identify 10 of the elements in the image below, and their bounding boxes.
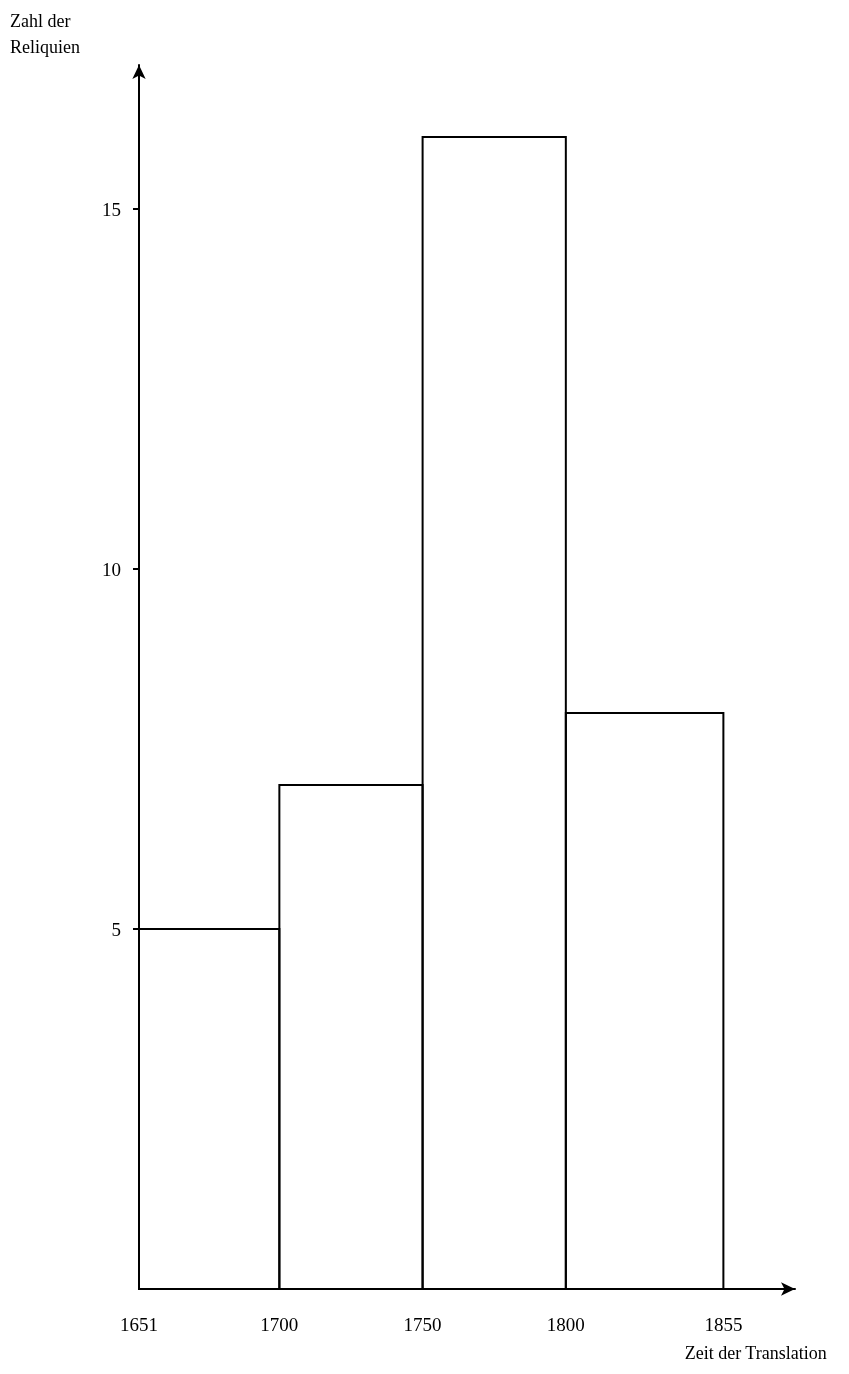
x-tick-label: 1700 xyxy=(260,1314,299,1335)
y-tick-label: 5 xyxy=(111,918,121,940)
x-axis-title: Zeit der Translation xyxy=(684,1343,827,1363)
x-tick-label: 1855 xyxy=(704,1314,743,1335)
x-tick-label: 1651 xyxy=(120,1314,158,1335)
y-tick-label: 10 xyxy=(102,558,121,580)
x-tick-label: 1800 xyxy=(546,1314,585,1335)
x-tick-label: 1750 xyxy=(403,1314,442,1335)
y-tick-label: 15 xyxy=(102,198,121,220)
y-axis-title: Zahl der Reliquien xyxy=(10,11,80,57)
